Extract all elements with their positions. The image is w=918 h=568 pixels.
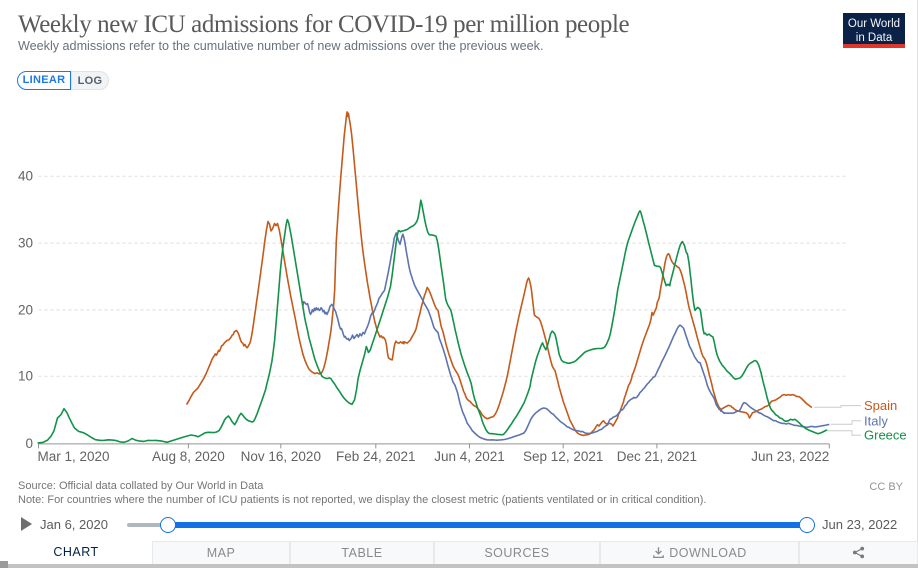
svg-text:40: 40 [18, 169, 33, 184]
svg-text:10: 10 [18, 369, 33, 384]
svg-text:Feb 24, 2021: Feb 24, 2021 [336, 449, 416, 464]
svg-text:Mar 1, 2020: Mar 1, 2020 [38, 449, 110, 464]
svg-text:Greece: Greece [864, 428, 907, 443]
svg-text:Sep 12, 2021: Sep 12, 2021 [523, 449, 603, 464]
svg-text:0: 0 [25, 436, 33, 451]
svg-text:Jun 4, 2021: Jun 4, 2021 [434, 449, 505, 464]
svg-text:Dec 21, 2021: Dec 21, 2021 [617, 449, 697, 464]
svg-text:Nov 16, 2020: Nov 16, 2020 [241, 449, 321, 464]
svg-text:Aug 8, 2020: Aug 8, 2020 [152, 449, 225, 464]
svg-text:Italy: Italy [864, 413, 888, 428]
svg-text:Spain: Spain [864, 398, 897, 413]
svg-text:20: 20 [18, 302, 33, 317]
svg-text:Jun 23, 2022: Jun 23, 2022 [751, 449, 829, 464]
svg-text:30: 30 [18, 236, 33, 251]
